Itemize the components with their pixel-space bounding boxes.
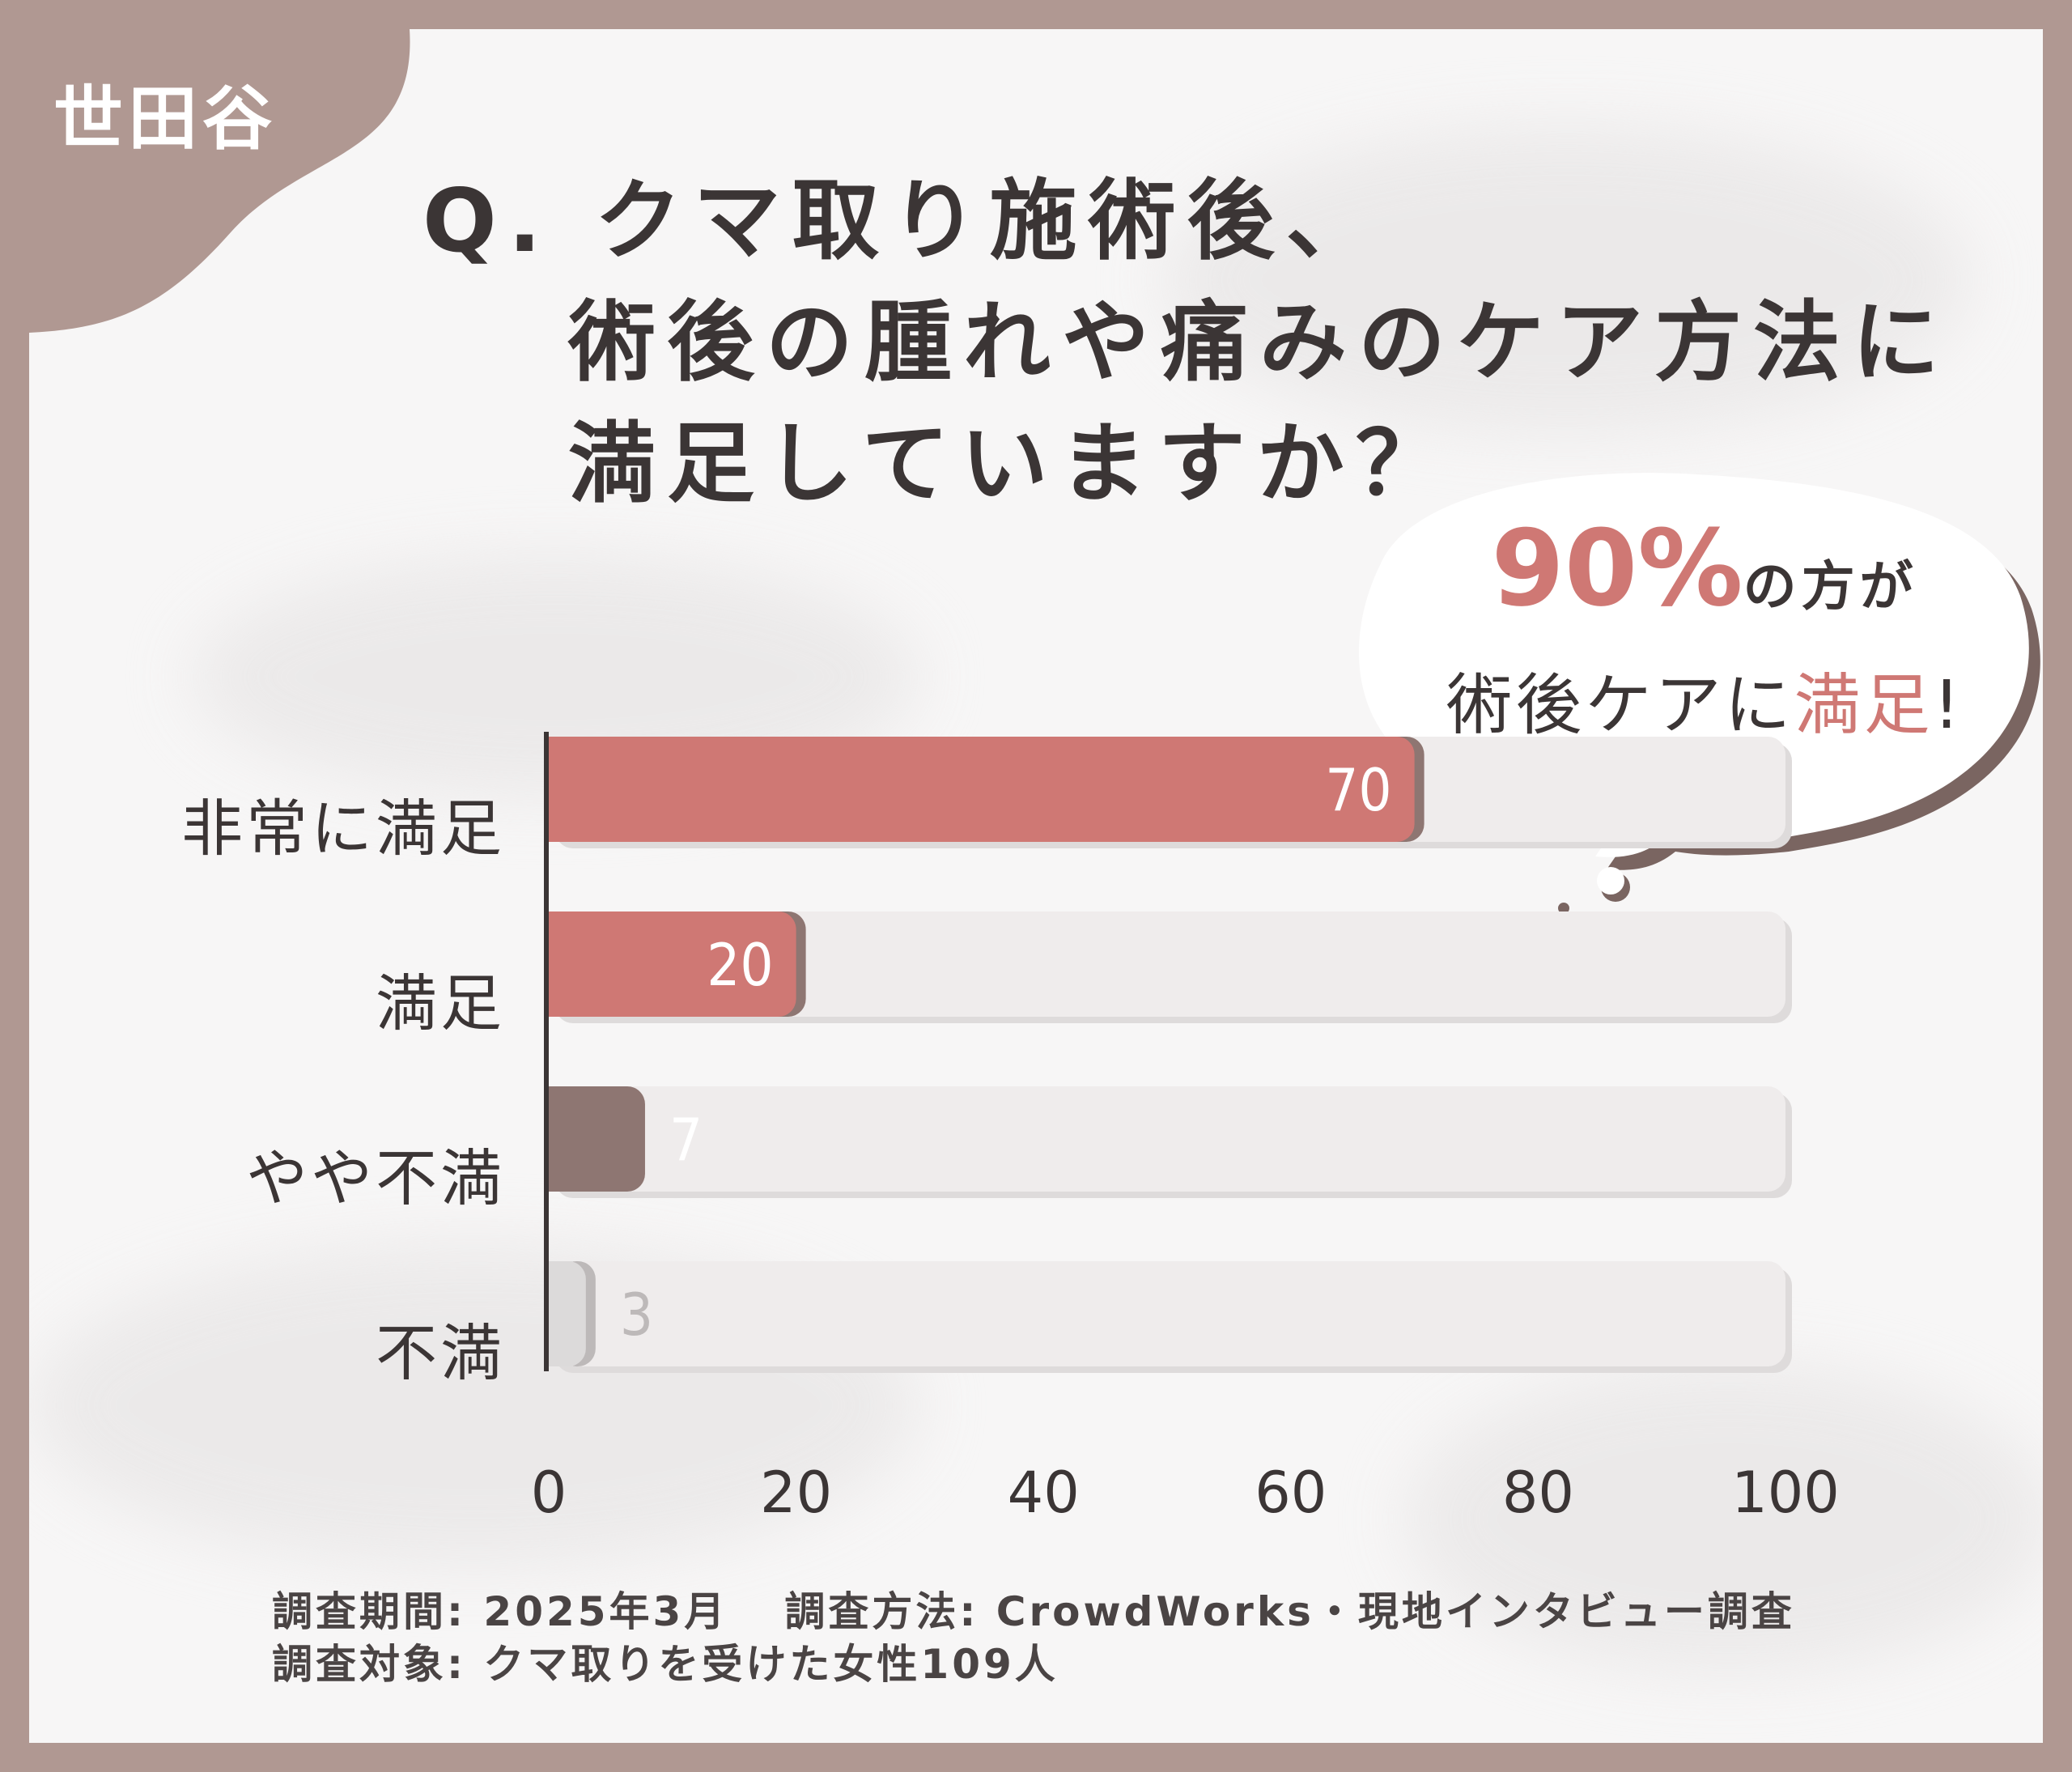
footnote-period: 調査期間: 2025年3月 [272, 1588, 728, 1635]
chart-card: 世田谷 Q. クマ取り施術後、 術後の腫れや痛みのケア方法に 満足していますか？… [29, 29, 2043, 1743]
title-line-1: Q. クマ取り施術後、 [422, 171, 1385, 272]
y-axis-line [544, 732, 549, 1371]
value-label-dissatisfied: 3 [620, 1281, 653, 1349]
callout-headline: 90%の方が [1365, 507, 2043, 630]
x-tick-label-80: 80 [1502, 1460, 1574, 1526]
badge-label: 世田谷 [53, 79, 277, 159]
background-shadow [1405, 1365, 2043, 1672]
value-label-somewhat-dissatisfied: 7 [669, 1106, 703, 1174]
callout-line2-prefix: 術後ケアに [1446, 667, 1794, 744]
category-label-somewhat-dissatisfied: やや不満 [246, 1142, 505, 1214]
category-label-satisfied: 満足 [376, 967, 505, 1039]
category-label-dissatisfied: 不満 [376, 1317, 505, 1389]
bar-base-somewhat-dissatisfied [549, 1086, 573, 1192]
callout-line2-accent: 満足 [1794, 667, 1934, 744]
background-shadow [1162, 126, 1972, 434]
x-tick-label-20: 20 [760, 1460, 832, 1526]
category-label-very-satisfied: 非常に満足 [181, 793, 505, 865]
value-label-satisfied: 20 [707, 931, 773, 999]
track-somewhat-dissatisfied [549, 1086, 1785, 1192]
bar-satisfied [549, 911, 796, 1017]
x-tick-label-40: 40 [1008, 1460, 1080, 1526]
bar-very-satisfied [549, 737, 1415, 842]
x-tick-label-60: 60 [1255, 1460, 1327, 1526]
title-line-3: 満足していますか？ [568, 414, 1454, 515]
callout-subline: 術後ケアに満足! [1365, 651, 2043, 747]
callout-suffix: の方が [1743, 555, 1918, 618]
corner-badge-shape [29, 29, 410, 333]
bar-base-dissatisfied [549, 1261, 573, 1366]
footnote-line-1: 調査期間: 2025年3月 調査方法: CrowdWorks・現地インタビュー調査 [272, 1579, 1795, 1638]
footnote-method: 調査方法: CrowdWorks・現地インタビュー調査 [784, 1588, 1795, 1635]
track-satisfied [549, 911, 1785, 1017]
bar-base-very-satisfied [549, 737, 573, 842]
bar-base-satisfied [549, 911, 573, 1017]
track-dissatisfied [549, 1261, 1785, 1366]
callout-percent: 90% [1491, 507, 1743, 630]
x-tick-label-100: 100 [1731, 1460, 1840, 1526]
value-label-very-satisfied: 70 [1325, 756, 1391, 824]
footnote-line-2: 調査対象: クマ取りを受けた女性109人 [272, 1641, 1059, 1688]
title-line-2: 術後の腫れや痛みのケア方法に [568, 292, 1951, 393]
x-tick-label-0: 0 [531, 1460, 567, 1526]
bar-chart: 70 20 7 3 0 20 40 60 80 100 [531, 732, 1840, 1526]
callout-line2-end: ! [1933, 667, 1964, 744]
